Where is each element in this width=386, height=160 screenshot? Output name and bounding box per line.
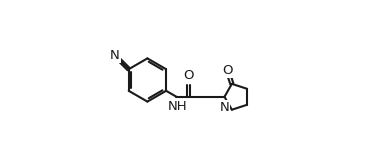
Text: N: N [110,49,120,62]
Text: NH: NH [168,100,187,113]
Text: O: O [183,69,194,82]
Text: O: O [222,64,233,77]
Text: N: N [220,101,229,114]
